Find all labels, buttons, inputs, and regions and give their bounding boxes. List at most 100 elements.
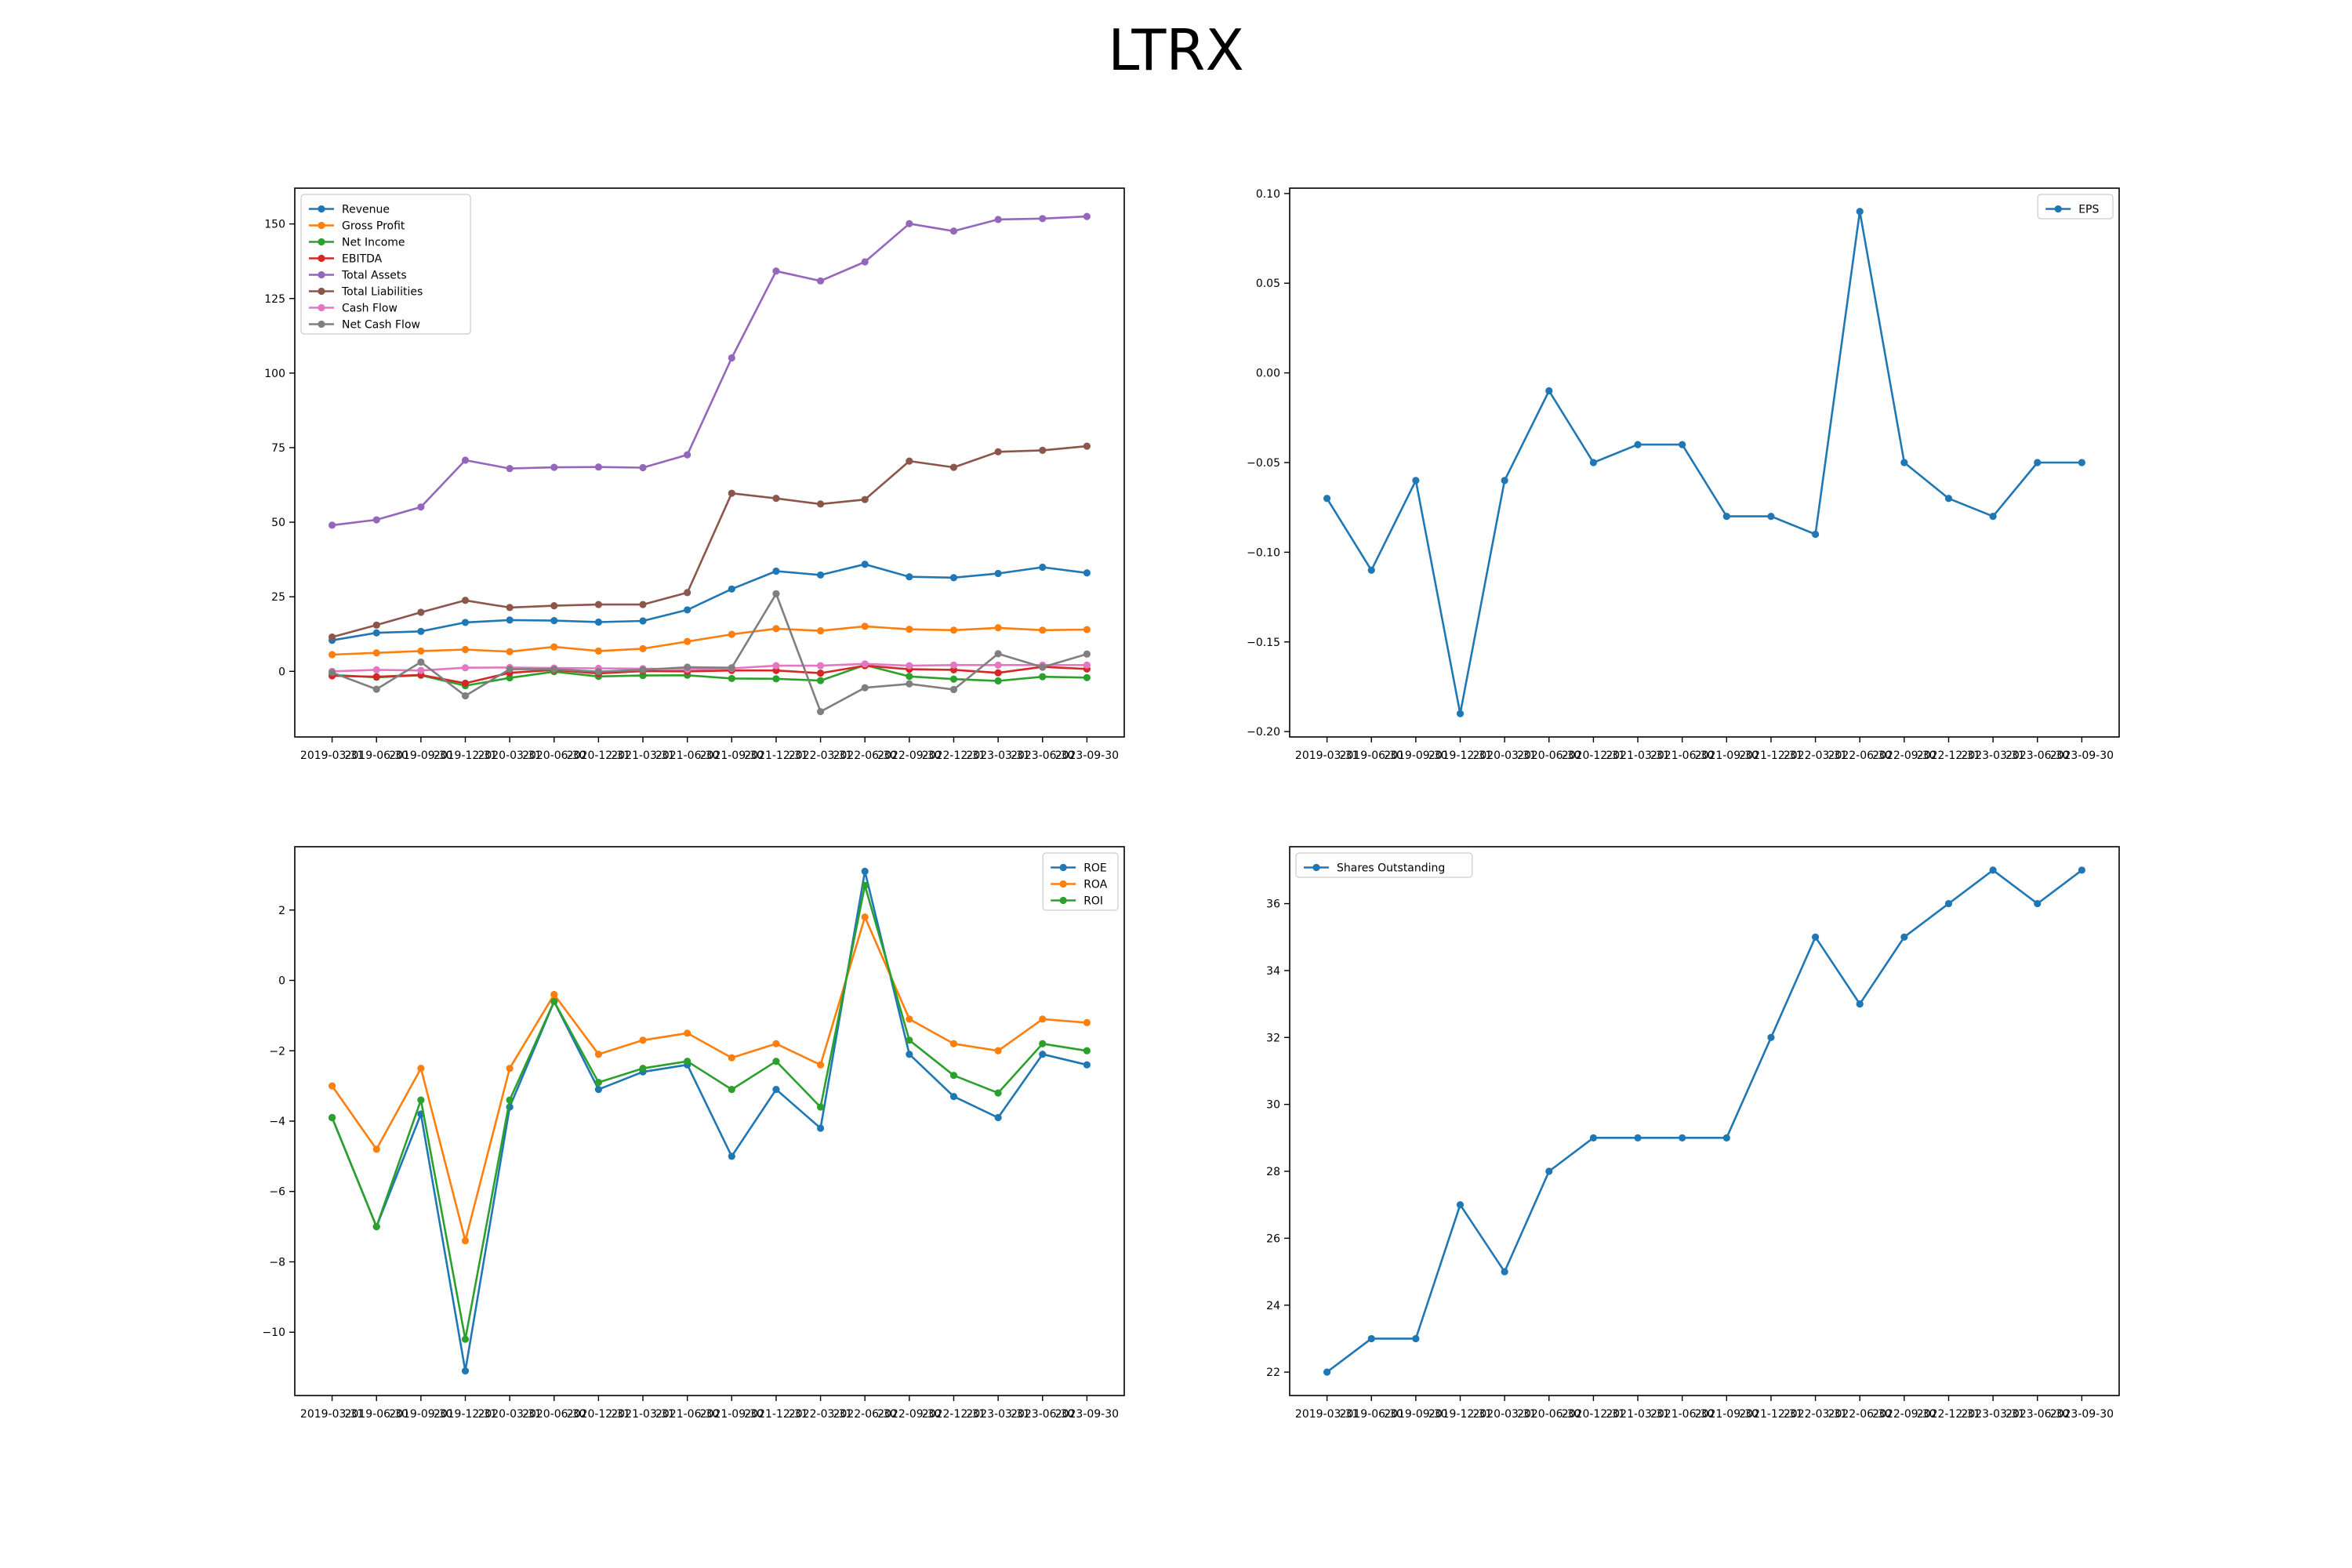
x-tick-label: 2022-09-30 xyxy=(877,1408,941,1421)
series-line-gross-profit xyxy=(332,625,1087,656)
data-point xyxy=(550,997,558,1006)
data-point xyxy=(328,651,336,659)
x-tick-label: 2023-03-31 xyxy=(1961,750,2024,762)
x-tick-label: 2021-12-31 xyxy=(1739,1408,1802,1421)
data-point xyxy=(728,1054,735,1062)
chart-returns: 2019-03-312019-06-302019-09-302019-12-31… xyxy=(262,846,1125,1421)
data-point xyxy=(1989,866,1997,874)
data-point xyxy=(1039,446,1047,455)
series-line-cash-flow xyxy=(332,662,1087,673)
x-tick-label: 2023-09-30 xyxy=(2050,1408,2114,1421)
data-point xyxy=(684,663,691,671)
legend-box xyxy=(2037,194,2114,220)
x-tick-label: 2023-03-31 xyxy=(966,750,1029,762)
data-point xyxy=(328,633,336,641)
x-tick-label: 2020-12-31 xyxy=(1562,750,1625,762)
data-point xyxy=(772,267,780,275)
legend-label: Total Liabilities xyxy=(341,286,423,299)
data-point xyxy=(372,649,380,657)
data-point xyxy=(728,664,735,672)
data-point xyxy=(1900,459,1908,466)
data-point xyxy=(861,684,869,691)
data-point xyxy=(594,668,603,676)
x-tick-label: 2022-12-31 xyxy=(922,1408,985,1421)
data-point xyxy=(639,666,647,674)
data-point xyxy=(372,685,380,693)
legend-label: ROE xyxy=(1083,862,1107,875)
chart-shares-outstanding: 2019-03-312019-06-302019-09-302019-12-31… xyxy=(1266,846,2120,1421)
data-point xyxy=(1367,1334,1375,1343)
data-point xyxy=(461,1236,470,1245)
data-point xyxy=(594,618,603,626)
x-tick-label: 2022-12-31 xyxy=(922,750,985,762)
data-point xyxy=(639,1065,647,1073)
data-point xyxy=(949,227,958,235)
y-tick-label: −0.10 xyxy=(1247,546,1280,559)
legend-marker xyxy=(1059,880,1067,888)
plot-frame xyxy=(294,187,1125,738)
data-point xyxy=(994,569,1002,578)
data-point xyxy=(816,500,825,508)
data-point xyxy=(1456,1201,1465,1209)
data-point xyxy=(816,708,825,716)
data-point xyxy=(372,621,380,629)
data-point xyxy=(949,1092,958,1101)
x-tick-label: 2019-06-30 xyxy=(345,1408,408,1421)
data-point xyxy=(1856,1000,1864,1008)
legend-label: Net Cash Flow xyxy=(342,319,420,332)
data-point xyxy=(1323,1368,1331,1376)
data-point xyxy=(550,602,558,610)
x-tick-label: 2020-06-30 xyxy=(1517,750,1581,762)
data-point xyxy=(906,1036,913,1044)
data-point xyxy=(2034,459,2042,466)
x-tick-label: 2022-06-30 xyxy=(1828,1408,1892,1421)
data-point xyxy=(417,503,425,511)
y-tick-label: 75 xyxy=(271,442,285,455)
data-point xyxy=(1767,1033,1775,1041)
data-point xyxy=(550,643,558,651)
data-point xyxy=(1501,1268,1508,1276)
y-tick-label: 28 xyxy=(1266,1166,1280,1178)
data-point xyxy=(639,644,647,652)
data-point xyxy=(1323,495,1331,503)
data-point xyxy=(949,675,958,683)
legend-label: Revenue xyxy=(342,204,390,216)
data-point xyxy=(2078,866,2085,874)
y-tick-label: 0 xyxy=(278,975,285,988)
data-point xyxy=(906,662,913,670)
legend-label: Shares Outstanding xyxy=(1337,862,1445,875)
legend-marker xyxy=(318,221,325,230)
legend-marker xyxy=(318,303,325,312)
y-tick-label: −4 xyxy=(269,1116,285,1128)
data-point xyxy=(906,680,913,688)
data-point xyxy=(816,677,825,684)
x-tick-label: 2019-09-30 xyxy=(389,1408,452,1421)
y-tick-label: 0.00 xyxy=(1256,368,1280,380)
data-point xyxy=(639,617,647,625)
data-point xyxy=(461,597,470,604)
y-tick-label: 32 xyxy=(1266,1032,1280,1044)
x-tick-label: 2019-03-31 xyxy=(1295,1408,1359,1421)
plot-frame xyxy=(1289,846,2120,1396)
x-tick-label: 2023-06-30 xyxy=(1011,750,1074,762)
data-point xyxy=(816,1061,825,1069)
legend: Shares Outstanding xyxy=(1295,852,1473,878)
y-tick-label: 24 xyxy=(1266,1300,1280,1312)
series-line-net-income xyxy=(332,663,1087,687)
data-point xyxy=(1039,215,1047,223)
data-point xyxy=(816,571,825,579)
data-point xyxy=(906,457,913,465)
data-point xyxy=(1589,459,1598,466)
series-line-total-liabilities xyxy=(332,445,1087,638)
legend-box xyxy=(300,194,471,335)
data-point xyxy=(1767,513,1775,521)
data-point xyxy=(861,660,869,668)
x-tick-label: 2021-03-31 xyxy=(1606,750,1669,762)
data-point xyxy=(1039,1051,1047,1058)
x-tick-label: 2022-06-30 xyxy=(833,750,897,762)
x-tick-label: 2021-03-31 xyxy=(1606,1408,1669,1421)
x-tick-label: 2020-12-31 xyxy=(1562,1408,1625,1421)
data-point xyxy=(949,1040,958,1047)
data-point xyxy=(1083,212,1091,220)
